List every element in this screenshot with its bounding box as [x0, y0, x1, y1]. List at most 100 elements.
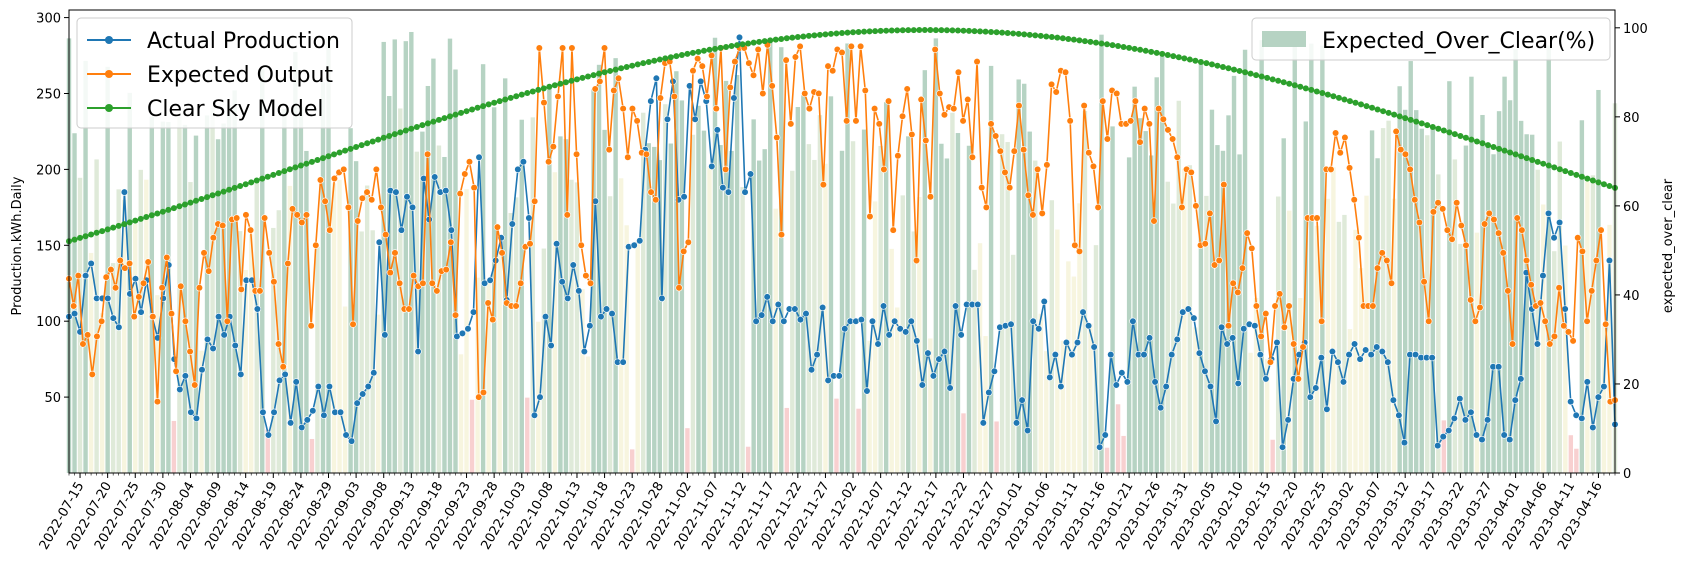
bar-mark — [1137, 118, 1143, 474]
expected-output-point — [922, 136, 930, 145]
expected-output-point — [1592, 256, 1600, 265]
clear-sky-point — [397, 129, 404, 136]
actual-production-point — [1035, 325, 1043, 333]
actual-production-point — [181, 372, 189, 380]
clear-sky-point — [1076, 37, 1083, 44]
expected-output-point — [540, 98, 548, 107]
clear-sky-point — [231, 184, 238, 191]
expected-output-point — [1252, 302, 1261, 310]
expected-output-point — [801, 89, 809, 98]
expected-output-point — [1550, 332, 1559, 340]
clear-sky-point — [993, 29, 1000, 36]
actual-production-point — [619, 358, 627, 366]
clear-sky-point — [126, 219, 133, 226]
actual-production-point — [564, 294, 572, 303]
clear-sky-point — [645, 58, 652, 65]
bar-mark — [861, 129, 867, 473]
clear-sky-point — [1247, 70, 1254, 77]
clear-sky-point — [816, 31, 823, 38]
clear-sky-point — [1352, 99, 1359, 106]
expected-output-point — [461, 170, 469, 178]
legend-label-clearsky: Clear Sky Model — [147, 97, 324, 122]
clear-sky-point — [1501, 147, 1508, 154]
clear-sky-point — [375, 136, 382, 143]
clear-sky-point — [110, 224, 117, 231]
bar-mark — [1458, 243, 1463, 473]
expected-output-point — [1508, 340, 1517, 348]
actual-production-point — [824, 376, 832, 385]
bar-mark — [1160, 53, 1165, 474]
clear-sky-point — [364, 140, 371, 147]
bar-mark — [1115, 404, 1121, 473]
clear-sky-point — [1253, 72, 1260, 79]
expected-output-point — [1266, 358, 1275, 366]
expected-output-point — [875, 120, 883, 128]
clear-sky-point — [850, 29, 857, 36]
expected-output-point — [1047, 80, 1056, 88]
expected-output-point — [88, 370, 96, 378]
expected-output-point — [121, 264, 129, 272]
clear-sky-point — [1402, 115, 1409, 122]
actual-production-point — [874, 340, 882, 348]
clear-sky-point — [424, 120, 431, 127]
actual-production-point — [1168, 350, 1176, 359]
y-right-tick-label: 80 — [1623, 111, 1640, 126]
actual-production-point — [1018, 396, 1026, 404]
bar-mark — [1126, 157, 1132, 473]
expected-output-point — [181, 317, 190, 325]
bar-mark — [155, 295, 160, 473]
clear-sky-point — [596, 70, 603, 77]
bar-mark — [486, 281, 491, 473]
expected-output-point — [298, 218, 306, 227]
clear-sky-point — [507, 94, 514, 101]
clear-sky-point — [1589, 177, 1596, 184]
bar-mark — [149, 116, 155, 473]
expected-output-point — [1494, 229, 1503, 237]
actual-production-point — [774, 300, 782, 309]
actual-production-point — [364, 382, 372, 391]
expected-output-point — [1425, 317, 1433, 325]
expected-output-point — [1052, 88, 1060, 96]
clear-sky-point — [1264, 74, 1271, 81]
expected-output-point — [293, 211, 301, 219]
expected-output-point — [1560, 322, 1568, 330]
actual-production-point — [1190, 314, 1198, 322]
actual-production-point — [176, 385, 184, 394]
expected-output-point — [680, 247, 688, 255]
bar-mark — [315, 246, 320, 473]
bar-mark — [1143, 131, 1148, 473]
expected-output-point — [1280, 323, 1288, 331]
expected-output-point — [1588, 287, 1596, 295]
clear-sky-point — [1551, 164, 1558, 171]
clear-sky-point — [700, 47, 707, 54]
expected-output-point — [703, 92, 711, 101]
y-tick-label: 250 — [36, 87, 61, 102]
actual-production-point — [1572, 411, 1580, 419]
clear-sky-point — [872, 28, 879, 35]
clear-sky-point — [971, 28, 978, 35]
clear-sky-point — [551, 82, 558, 89]
actual-production-point — [397, 226, 406, 234]
bar-mark — [563, 139, 569, 473]
clear-sky-point — [866, 28, 873, 35]
actual-production-point — [1118, 369, 1126, 377]
clear-sky-point — [1026, 31, 1033, 38]
actual-production-point — [735, 33, 744, 41]
bar-mark — [1342, 214, 1347, 473]
expected-output-point — [386, 269, 394, 277]
actual-production-point — [697, 77, 705, 85]
actual-production-point — [813, 350, 821, 359]
expected-output-point — [675, 284, 683, 292]
actual-production-point — [758, 311, 766, 319]
expected-output-point — [777, 231, 786, 239]
bar-mark — [552, 172, 558, 474]
bar-mark — [1121, 435, 1126, 473]
actual-production-point — [392, 188, 400, 196]
expected-output-point — [628, 105, 637, 113]
clear-sky-point — [474, 104, 481, 111]
expected-output-point — [1187, 168, 1195, 177]
clear-sky-point — [585, 73, 592, 80]
expected-output-point — [572, 150, 581, 158]
bar-mark — [872, 201, 878, 473]
actual-production-point — [203, 335, 212, 344]
